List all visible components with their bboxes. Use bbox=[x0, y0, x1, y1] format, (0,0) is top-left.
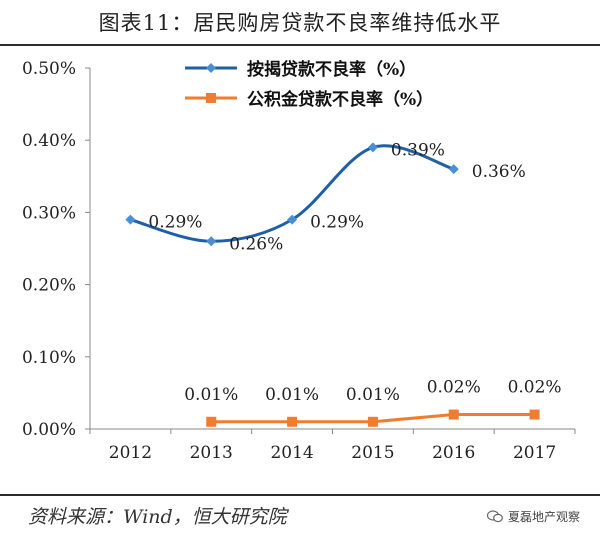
chart-area: 0.00% 0.10% 0.20% 0.30% 0.40% 0.50% 2012 2013 20… bbox=[0, 46, 600, 490]
x-tick-label: 2016 bbox=[432, 443, 475, 463]
series-mortgage-point bbox=[367, 142, 378, 153]
series-provident-point bbox=[367, 416, 378, 427]
series-provident-point bbox=[206, 416, 217, 427]
y-tick-label: 0.00% bbox=[22, 420, 76, 440]
footer-divider bbox=[0, 494, 600, 496]
chart-title-bar: 图表11：居民购房贷款不良率维持低水平 bbox=[0, 0, 600, 46]
wechat-icon bbox=[486, 510, 503, 523]
x-tick-label: 2017 bbox=[513, 443, 556, 463]
series-mortgage-data-label: 0.36% bbox=[472, 162, 526, 182]
line-chart: 0.00% 0.10% 0.20% 0.30% 0.40% 0.50% 2012 2013 20… bbox=[22, 59, 576, 463]
series-provident-data-label: 0.02% bbox=[508, 378, 562, 398]
legend-mortgage-marker bbox=[206, 63, 216, 73]
legend-mortgage-label: 按揭贷款不良率（%） bbox=[247, 59, 416, 80]
source-note: 资料来源：Wind，恒大研究院 bbox=[28, 506, 287, 528]
series-provident-data-label: 0.01% bbox=[184, 385, 238, 405]
series-provident-point bbox=[529, 409, 540, 420]
series-mortgage-data-label: 0.29% bbox=[310, 213, 364, 233]
series-provident-data-label: 0.02% bbox=[427, 378, 481, 398]
series-mortgage-point bbox=[206, 236, 217, 247]
series-provident-point bbox=[287, 416, 298, 427]
x-tick-label: 2013 bbox=[190, 443, 233, 463]
y-tick-label: 0.20% bbox=[22, 276, 76, 296]
watermark: 夏磊地产观察 bbox=[486, 508, 580, 525]
y-tick-label: 0.30% bbox=[22, 203, 76, 223]
y-tick-label: 0.40% bbox=[22, 131, 76, 151]
series-provident-data-label: 0.01% bbox=[346, 385, 400, 405]
watermark-text: 夏磊地产观察 bbox=[507, 510, 580, 524]
series-mortgage-data-label: 0.29% bbox=[148, 213, 202, 233]
series-mortgage-data-label: 0.39% bbox=[391, 140, 445, 160]
series-mortgage-point bbox=[287, 214, 298, 225]
chart-title: 图表11：居民购房贷款不良率维持低水平 bbox=[98, 11, 502, 35]
y-tick-label: 0.10% bbox=[22, 348, 76, 368]
x-tick-label: 2015 bbox=[351, 443, 394, 463]
x-tick-label: 2014 bbox=[270, 443, 313, 463]
series-mortgage-point bbox=[448, 164, 459, 175]
legend-provident-marker bbox=[206, 93, 216, 103]
x-tick-label: 2012 bbox=[109, 443, 152, 463]
series-provident-data-label: 0.01% bbox=[265, 385, 319, 405]
series-provident-point bbox=[448, 409, 459, 420]
legend-provident-label: 公积金贷款不良率（%） bbox=[247, 89, 433, 110]
series-mortgage-point bbox=[125, 214, 136, 225]
y-tick-label: 0.50% bbox=[22, 59, 76, 79]
series-mortgage-data-label: 0.26% bbox=[229, 234, 283, 254]
